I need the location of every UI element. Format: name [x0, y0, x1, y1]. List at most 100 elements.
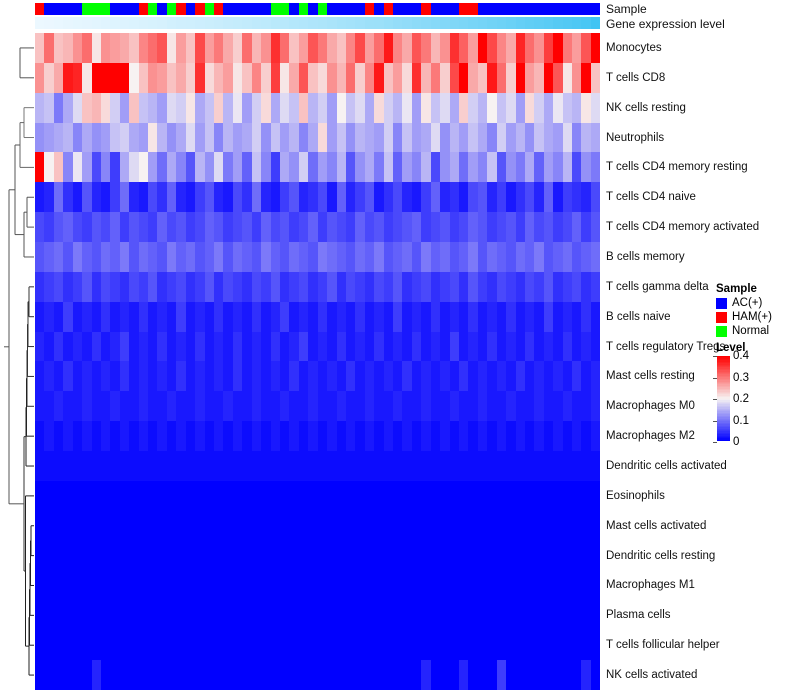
heatmap-cell	[53, 600, 64, 631]
sample-annotation-cell	[289, 3, 299, 15]
heatmap-cell	[35, 391, 45, 422]
heatmap-row	[35, 451, 601, 481]
legend-sample-item[interactable]: Normal	[716, 325, 769, 338]
heatmap-cell	[449, 570, 459, 601]
heatmap-cell	[496, 421, 507, 452]
heatmap-cell	[44, 361, 54, 392]
heatmap-cell	[430, 480, 441, 511]
heatmap-cell	[336, 421, 346, 452]
heatmap-cell	[524, 391, 535, 422]
heatmap-cell	[204, 510, 215, 541]
sample-annotation-cell	[242, 3, 252, 15]
heatmap-cell	[214, 182, 224, 213]
heatmap-cell	[374, 510, 384, 541]
heatmap-cell	[562, 301, 573, 332]
colorbar-tick	[713, 420, 717, 422]
colorbar-segment	[717, 390, 730, 392]
row-label: Macrophages M1	[606, 579, 695, 592]
heatmap-cell	[487, 331, 497, 362]
legend-sample-title: Sample	[716, 283, 757, 295]
heatmap-cell	[214, 451, 224, 481]
heatmap-cell	[279, 33, 290, 63]
heatmap-cell	[449, 361, 459, 392]
heatmap-cell	[232, 152, 243, 183]
heatmap-cell	[279, 92, 290, 123]
gene-expression-annotation-cell	[157, 17, 167, 29]
heatmap-cell	[449, 33, 459, 63]
heatmap-cell	[119, 391, 130, 422]
heatmap-cell	[553, 570, 563, 601]
heatmap-cell	[345, 122, 356, 153]
heatmap-cell	[543, 600, 554, 631]
heatmap-cell	[214, 242, 224, 272]
sample-annotation-cell	[100, 3, 111, 15]
heatmap-cell	[91, 152, 101, 183]
heatmap-cell	[110, 600, 120, 631]
heatmap-cell	[515, 182, 525, 213]
heatmap-cell	[590, 510, 601, 541]
heatmap-cell	[72, 242, 83, 272]
heatmap-cell	[308, 92, 318, 123]
heatmap-cell	[289, 451, 299, 481]
heatmap-cell	[35, 361, 45, 392]
heatmap-cell	[308, 62, 318, 93]
heatmap-cell	[364, 421, 375, 452]
heatmap-cell	[195, 361, 205, 392]
heatmap-cell	[261, 212, 271, 243]
heatmap-cell	[44, 212, 54, 243]
heatmap-cell	[364, 510, 375, 541]
heatmap-cell	[138, 182, 149, 213]
heatmap-cell	[402, 480, 412, 511]
heatmap-cell	[138, 630, 149, 661]
heatmap-cell	[468, 660, 478, 690]
heatmap-cell	[515, 630, 525, 661]
gene-expression-annotation-cell	[91, 17, 101, 29]
heatmap-cell	[91, 510, 101, 541]
heatmap-cell	[298, 212, 309, 243]
heatmap-cell	[119, 331, 130, 362]
sample-annotation-cell	[166, 3, 177, 15]
heatmap-cell	[430, 301, 441, 332]
heatmap-cell	[345, 62, 356, 93]
heatmap-cell	[345, 271, 356, 302]
heatmap-cell	[138, 152, 149, 183]
heatmap-cell	[53, 660, 64, 690]
heatmap-cell	[166, 242, 177, 272]
heatmap-cell	[35, 301, 45, 332]
heatmap-cell	[562, 62, 573, 93]
heatmap-cell	[308, 212, 318, 243]
legend-sample-item[interactable]: AC(+)	[716, 297, 762, 310]
heatmap-cell	[251, 630, 262, 661]
heatmap-cell	[364, 630, 375, 661]
gene-expression-annotation-cell	[411, 17, 422, 29]
heatmap-cell	[543, 301, 554, 332]
heatmap-cell	[298, 391, 309, 422]
heatmap-cell	[477, 660, 488, 690]
heatmap-cell	[336, 92, 346, 123]
heatmap-cell	[91, 331, 101, 362]
heatmap-cell	[308, 301, 318, 332]
heatmap-cell	[402, 242, 412, 272]
heatmap-cell	[185, 630, 196, 661]
heatmap-cell	[261, 122, 271, 153]
heatmap-cell	[91, 182, 101, 213]
heatmap-cell	[157, 242, 167, 272]
heatmap-cell	[261, 182, 271, 213]
heatmap-cell	[204, 152, 215, 183]
heatmap-cell	[393, 271, 403, 302]
heatmap-cell	[35, 62, 45, 93]
heatmap-cell	[63, 33, 73, 63]
heatmap-cell	[345, 540, 356, 571]
legend-sample-item[interactable]: HAM(+)	[716, 311, 772, 324]
heatmap-cell	[35, 540, 45, 571]
heatmap-cell	[487, 361, 497, 392]
heatmap-cell	[355, 451, 365, 481]
heatmap-cell	[82, 331, 92, 362]
heatmap-cell	[72, 660, 83, 690]
heatmap-cell	[129, 122, 139, 153]
heatmap-cell	[148, 212, 158, 243]
heatmap-cell	[148, 451, 158, 481]
heatmap-cell	[232, 62, 243, 93]
heatmap-cell	[185, 271, 196, 302]
heatmap-cell	[195, 630, 205, 661]
